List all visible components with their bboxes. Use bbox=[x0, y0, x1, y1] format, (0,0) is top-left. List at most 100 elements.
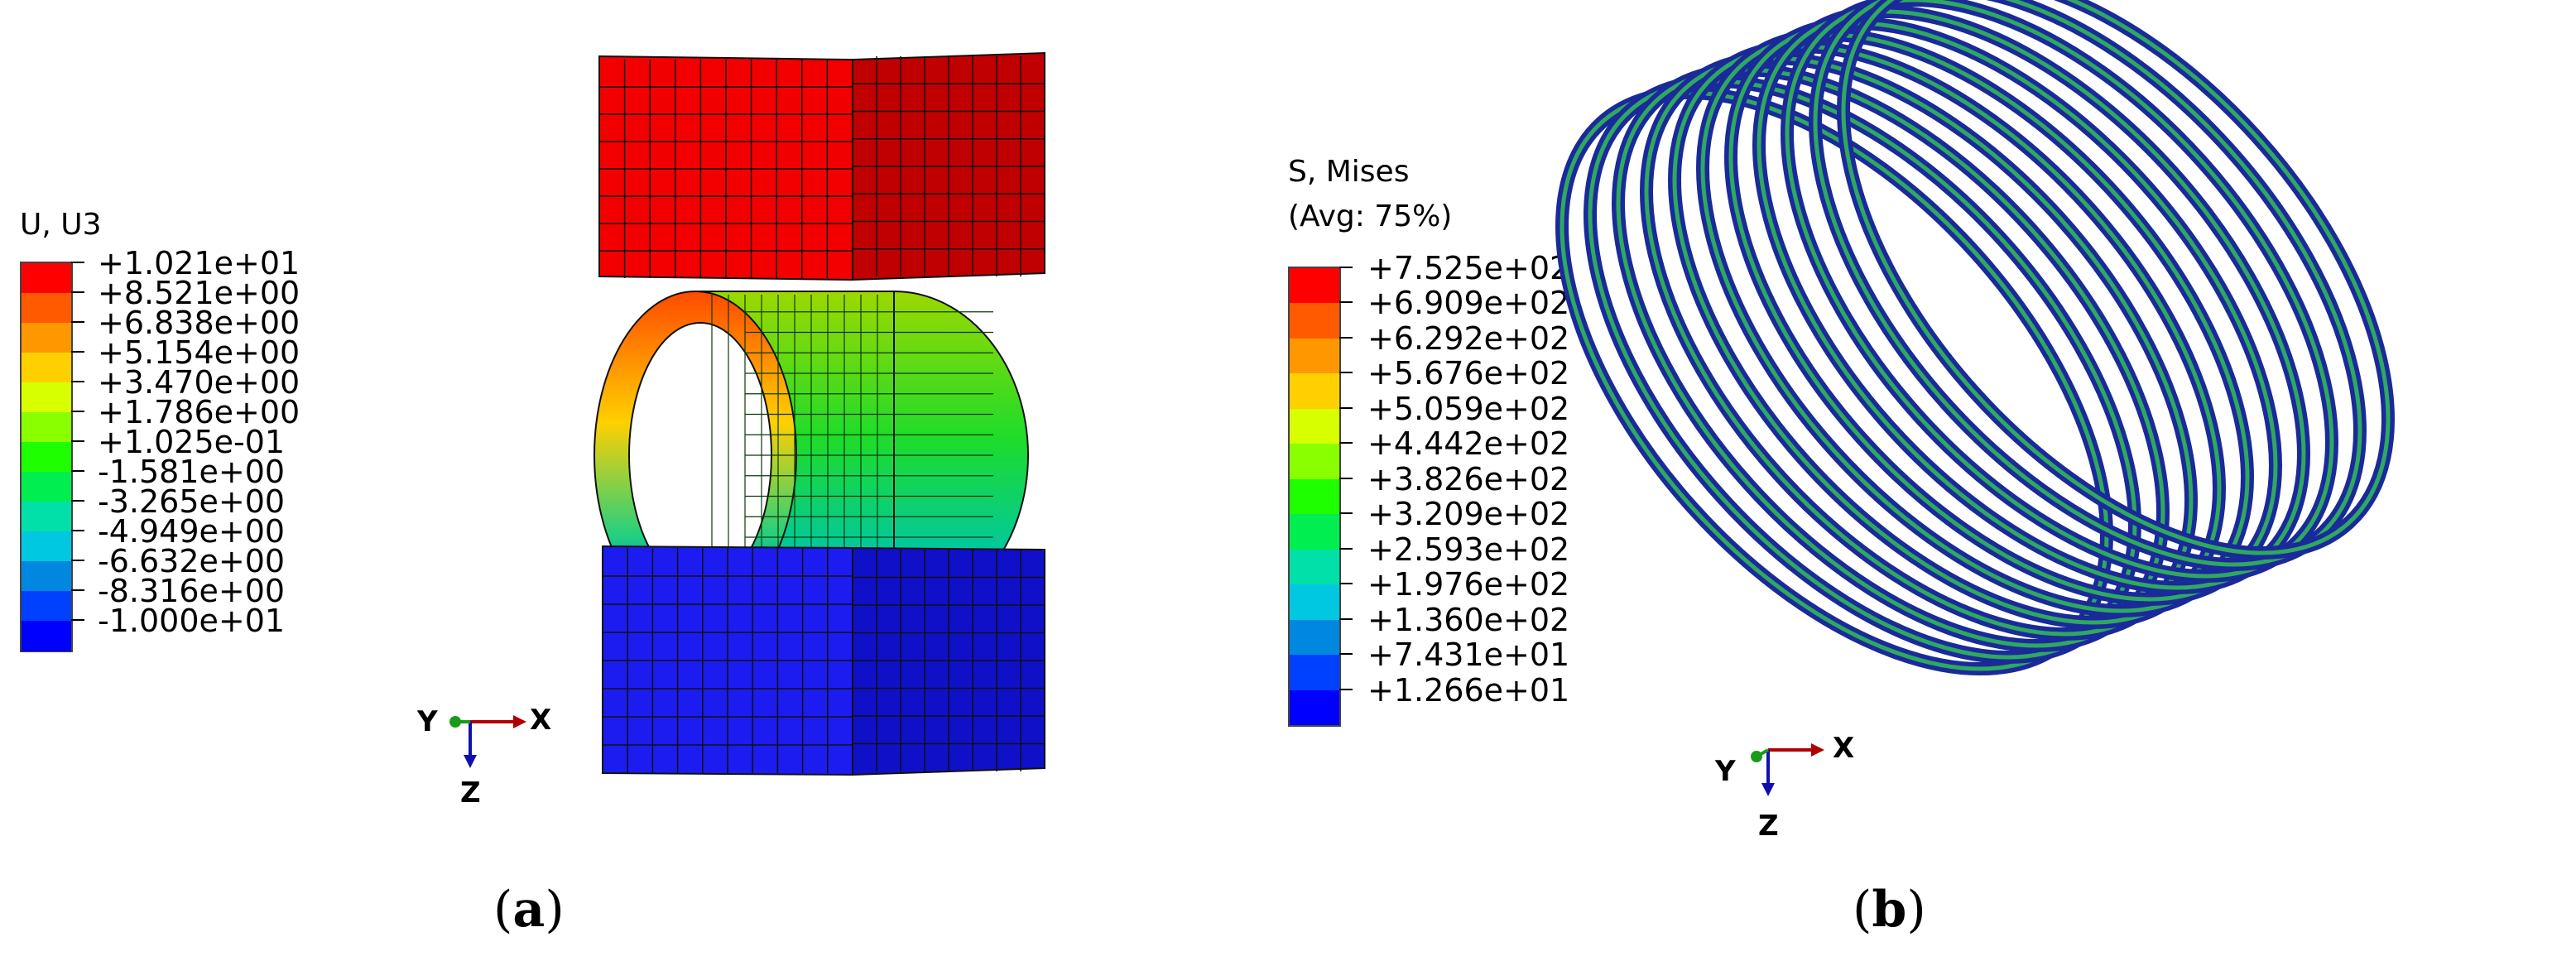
legend-a-label: -4.949e+00 bbox=[98, 513, 286, 550]
legend-b-label: +5.059e+02 bbox=[1367, 390, 1570, 427]
legend-a-swatch bbox=[22, 531, 71, 562]
legend-a-tick bbox=[71, 530, 84, 531]
triad-a-z-label: Z bbox=[460, 776, 481, 810]
legend-b-tick bbox=[1339, 372, 1353, 374]
legend-b-title: S, Mises bbox=[1288, 155, 1410, 189]
axis-triad-a bbox=[449, 715, 526, 768]
legend-a-swatch bbox=[22, 561, 71, 592]
legend-a-label: -6.632e+00 bbox=[98, 543, 286, 579]
legend-a-swatch bbox=[22, 442, 71, 473]
legend-b-tick bbox=[1339, 477, 1353, 479]
legend-b-swatch bbox=[1290, 303, 1339, 339]
legend-b-label: +4.442e+02 bbox=[1367, 425, 1570, 463]
legend-a-tick bbox=[71, 411, 84, 412]
triad-b-z-label: Z bbox=[1758, 810, 1779, 843]
legend-a-label: -3.265e+00 bbox=[98, 483, 286, 520]
top-loading-block bbox=[598, 51, 1045, 281]
legend-a-swatch bbox=[22, 263, 71, 294]
legend-a-swatch bbox=[22, 472, 71, 502]
triad-b-y-label: Y bbox=[1715, 755, 1736, 788]
legend-a-tick bbox=[71, 470, 84, 472]
legend-b-swatch bbox=[1290, 549, 1339, 585]
legend-a-label: -8.316e+00 bbox=[98, 573, 286, 609]
caption-b-letter: b bbox=[1872, 881, 1907, 939]
legend-b-swatch bbox=[1290, 408, 1339, 444]
legend-b-tick bbox=[1339, 653, 1353, 656]
triad-a-x-label: X bbox=[530, 704, 552, 737]
legend-b-swatch bbox=[1290, 268, 1339, 304]
legend-b-tick bbox=[1339, 406, 1353, 409]
legend-b-label: +7.525e+02 bbox=[1367, 250, 1570, 286]
legend-b-swatch bbox=[1290, 444, 1339, 480]
legend-a-tick bbox=[71, 291, 84, 293]
legend-a-label: +5.154e+00 bbox=[98, 334, 300, 371]
legend-a-tick bbox=[71, 619, 84, 621]
bottom-loading-block bbox=[602, 545, 1045, 776]
panel-a: U, U3 +1.021e+01 +8.521e+00 +6.838e+00 +5.1… bbox=[20, 51, 1045, 939]
legend-a-swatch bbox=[22, 353, 71, 383]
legend-b-label: +3.826e+02 bbox=[1367, 460, 1570, 497]
legend-b-tick bbox=[1339, 442, 1353, 444]
legend-a-tick bbox=[71, 589, 84, 591]
legend-b-colorbar bbox=[1288, 267, 1341, 727]
axis-triad-b bbox=[1751, 743, 1824, 796]
triad-a-y-label: Y bbox=[417, 705, 438, 738]
legend-a-swatch bbox=[22, 382, 71, 413]
legend-a-swatch bbox=[22, 293, 71, 324]
legend-a-title: U, U3 bbox=[20, 208, 102, 242]
legend-a-tick bbox=[71, 321, 84, 323]
legend-a-tick bbox=[71, 560, 84, 561]
legend-b-label: +6.909e+02 bbox=[1367, 285, 1570, 322]
legend-b-tick bbox=[1339, 617, 1353, 620]
spring-coil-stress-band bbox=[1841, 0, 2391, 555]
legend-b-tick bbox=[1339, 688, 1353, 690]
legend-a-label: +1.786e+00 bbox=[98, 394, 300, 430]
legend-b-label: +2.593e+02 bbox=[1367, 531, 1570, 568]
legend-b-label: +1.266e+01 bbox=[1367, 671, 1570, 709]
legend-b-label: +6.292e+02 bbox=[1367, 320, 1570, 357]
legend-a-label: -1.581e+00 bbox=[98, 454, 286, 490]
legend-b-swatch bbox=[1290, 584, 1339, 621]
legend-a-tick bbox=[71, 440, 84, 442]
legend-a-label: +1.025e-01 bbox=[98, 424, 286, 460]
legend-b-subtitle: (Avg: 75%) bbox=[1288, 199, 1453, 233]
legend-b-tick bbox=[1339, 547, 1353, 550]
panel-b: S, Mises (Avg: 75%) +7.525e+02 +6.909e+02… bbox=[1288, 0, 2576, 961]
legend-a-label: +1.021e+01 bbox=[98, 245, 300, 281]
legend-a-swatch bbox=[22, 323, 71, 353]
legend-b-tick bbox=[1339, 512, 1353, 515]
legend-b-tick bbox=[1339, 336, 1353, 339]
legend-a-tick bbox=[71, 381, 84, 382]
legend-a-tick bbox=[71, 351, 84, 353]
legend-a-label: +3.470e+00 bbox=[98, 364, 300, 401]
legend-b-label: +1.976e+02 bbox=[1367, 566, 1570, 603]
legend-b-tick bbox=[1339, 301, 1353, 304]
legend-a-swatch bbox=[22, 591, 71, 622]
legend-b-swatch bbox=[1290, 655, 1339, 691]
legend-b-label: +5.676e+02 bbox=[1367, 355, 1570, 392]
helical-spring bbox=[1555, 0, 2395, 676]
caption-a-letter: a bbox=[512, 881, 545, 939]
legend-a-colorbar bbox=[20, 262, 73, 652]
legend-b-label: +7.431e+01 bbox=[1367, 637, 1570, 674]
legend-a-label: +6.838e+00 bbox=[98, 305, 300, 341]
legend-a-swatch bbox=[22, 502, 71, 532]
legend-a-swatch bbox=[22, 412, 71, 443]
legend-a-tick bbox=[71, 262, 84, 263]
legend-a-label: +8.521e+00 bbox=[98, 275, 300, 311]
legend-b-tick bbox=[1339, 583, 1353, 585]
legend-b-swatch bbox=[1290, 514, 1339, 550]
caption-a: (a) bbox=[493, 881, 565, 939]
legend-b-swatch bbox=[1290, 690, 1339, 726]
legend-b-tick bbox=[1339, 267, 1353, 268]
legend-b-label: +3.209e+02 bbox=[1367, 496, 1570, 533]
legend-a-tick bbox=[71, 500, 84, 502]
legend-b-swatch bbox=[1290, 338, 1339, 374]
compression-model-a bbox=[449, 51, 1045, 776]
caption-b: (b) bbox=[1853, 881, 1926, 939]
legend-a-swatch bbox=[22, 621, 71, 651]
legend-b-swatch bbox=[1290, 619, 1339, 656]
triad-b-x-label: X bbox=[1833, 732, 1855, 765]
spring-model-b bbox=[1555, 0, 2395, 796]
legend-b-swatch bbox=[1290, 478, 1339, 515]
